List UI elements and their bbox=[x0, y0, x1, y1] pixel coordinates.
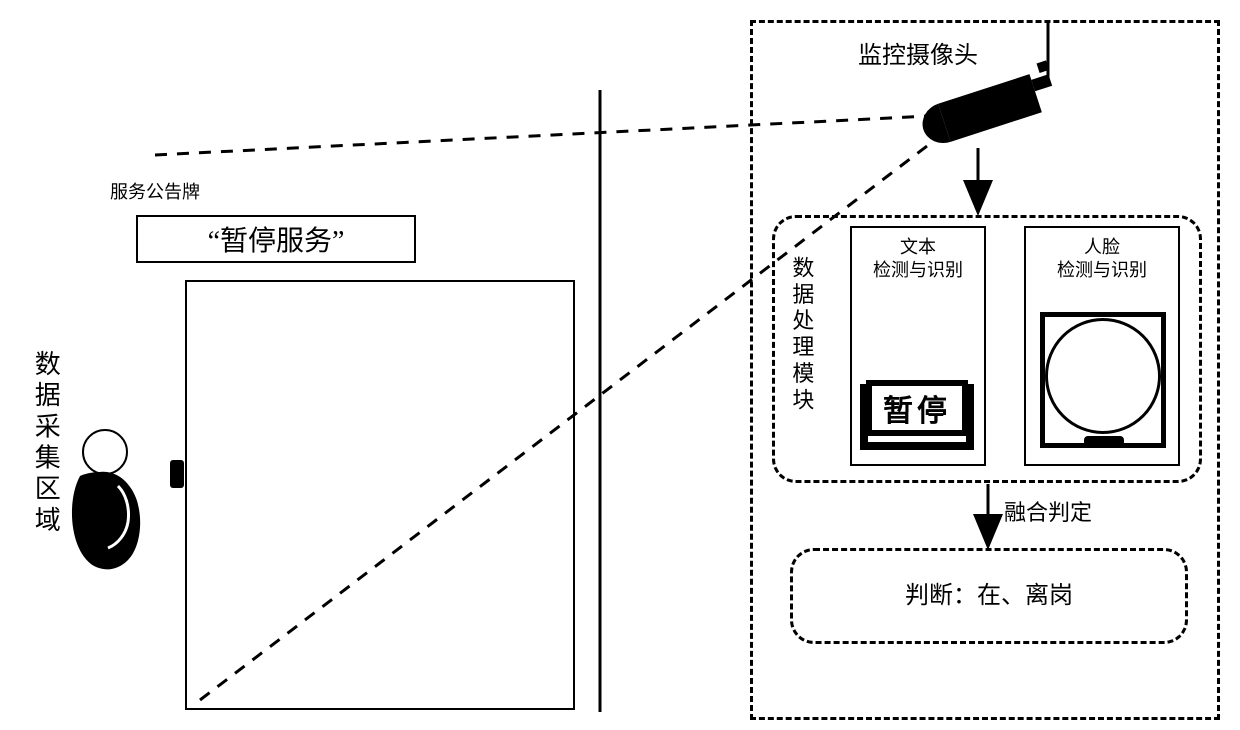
text-detect-title-line2: 检测与识别 bbox=[873, 260, 963, 280]
text-detect-title: 文本 检测与识别 bbox=[852, 228, 984, 283]
door-handle bbox=[170, 460, 184, 488]
face-circle bbox=[1045, 318, 1161, 434]
text-result-frame: 暂停 bbox=[866, 380, 968, 436]
person-silhouette bbox=[72, 430, 140, 569]
result-box: 判断：在、离岗 bbox=[790, 548, 1188, 644]
face-detect-title-line1: 人脸 bbox=[1084, 237, 1120, 257]
door bbox=[185, 280, 575, 710]
judgement-text: 判断：在、离岗 bbox=[905, 582, 1073, 611]
face-detect-title: 人脸 检测与识别 bbox=[1026, 228, 1178, 283]
face-chin bbox=[1084, 436, 1124, 446]
service-board-label: 服务公告牌 bbox=[110, 182, 200, 204]
data-collection-area-label: 数据采集区域 bbox=[30, 350, 61, 537]
text-detect-title-line1: 文本 bbox=[900, 237, 936, 257]
service-sign-text: “暂停服务” bbox=[208, 219, 345, 259]
service-sign-board: “暂停服务” bbox=[136, 215, 416, 263]
fusion-label: 融合判定 bbox=[1004, 500, 1092, 526]
processing-module-label: 数据处理模块 bbox=[788, 256, 814, 414]
camera-label: 监控摄像头 bbox=[858, 42, 978, 71]
face-detect-title-line2: 检测与识别 bbox=[1057, 260, 1147, 280]
text-result-text: 暂停 bbox=[883, 386, 951, 430]
